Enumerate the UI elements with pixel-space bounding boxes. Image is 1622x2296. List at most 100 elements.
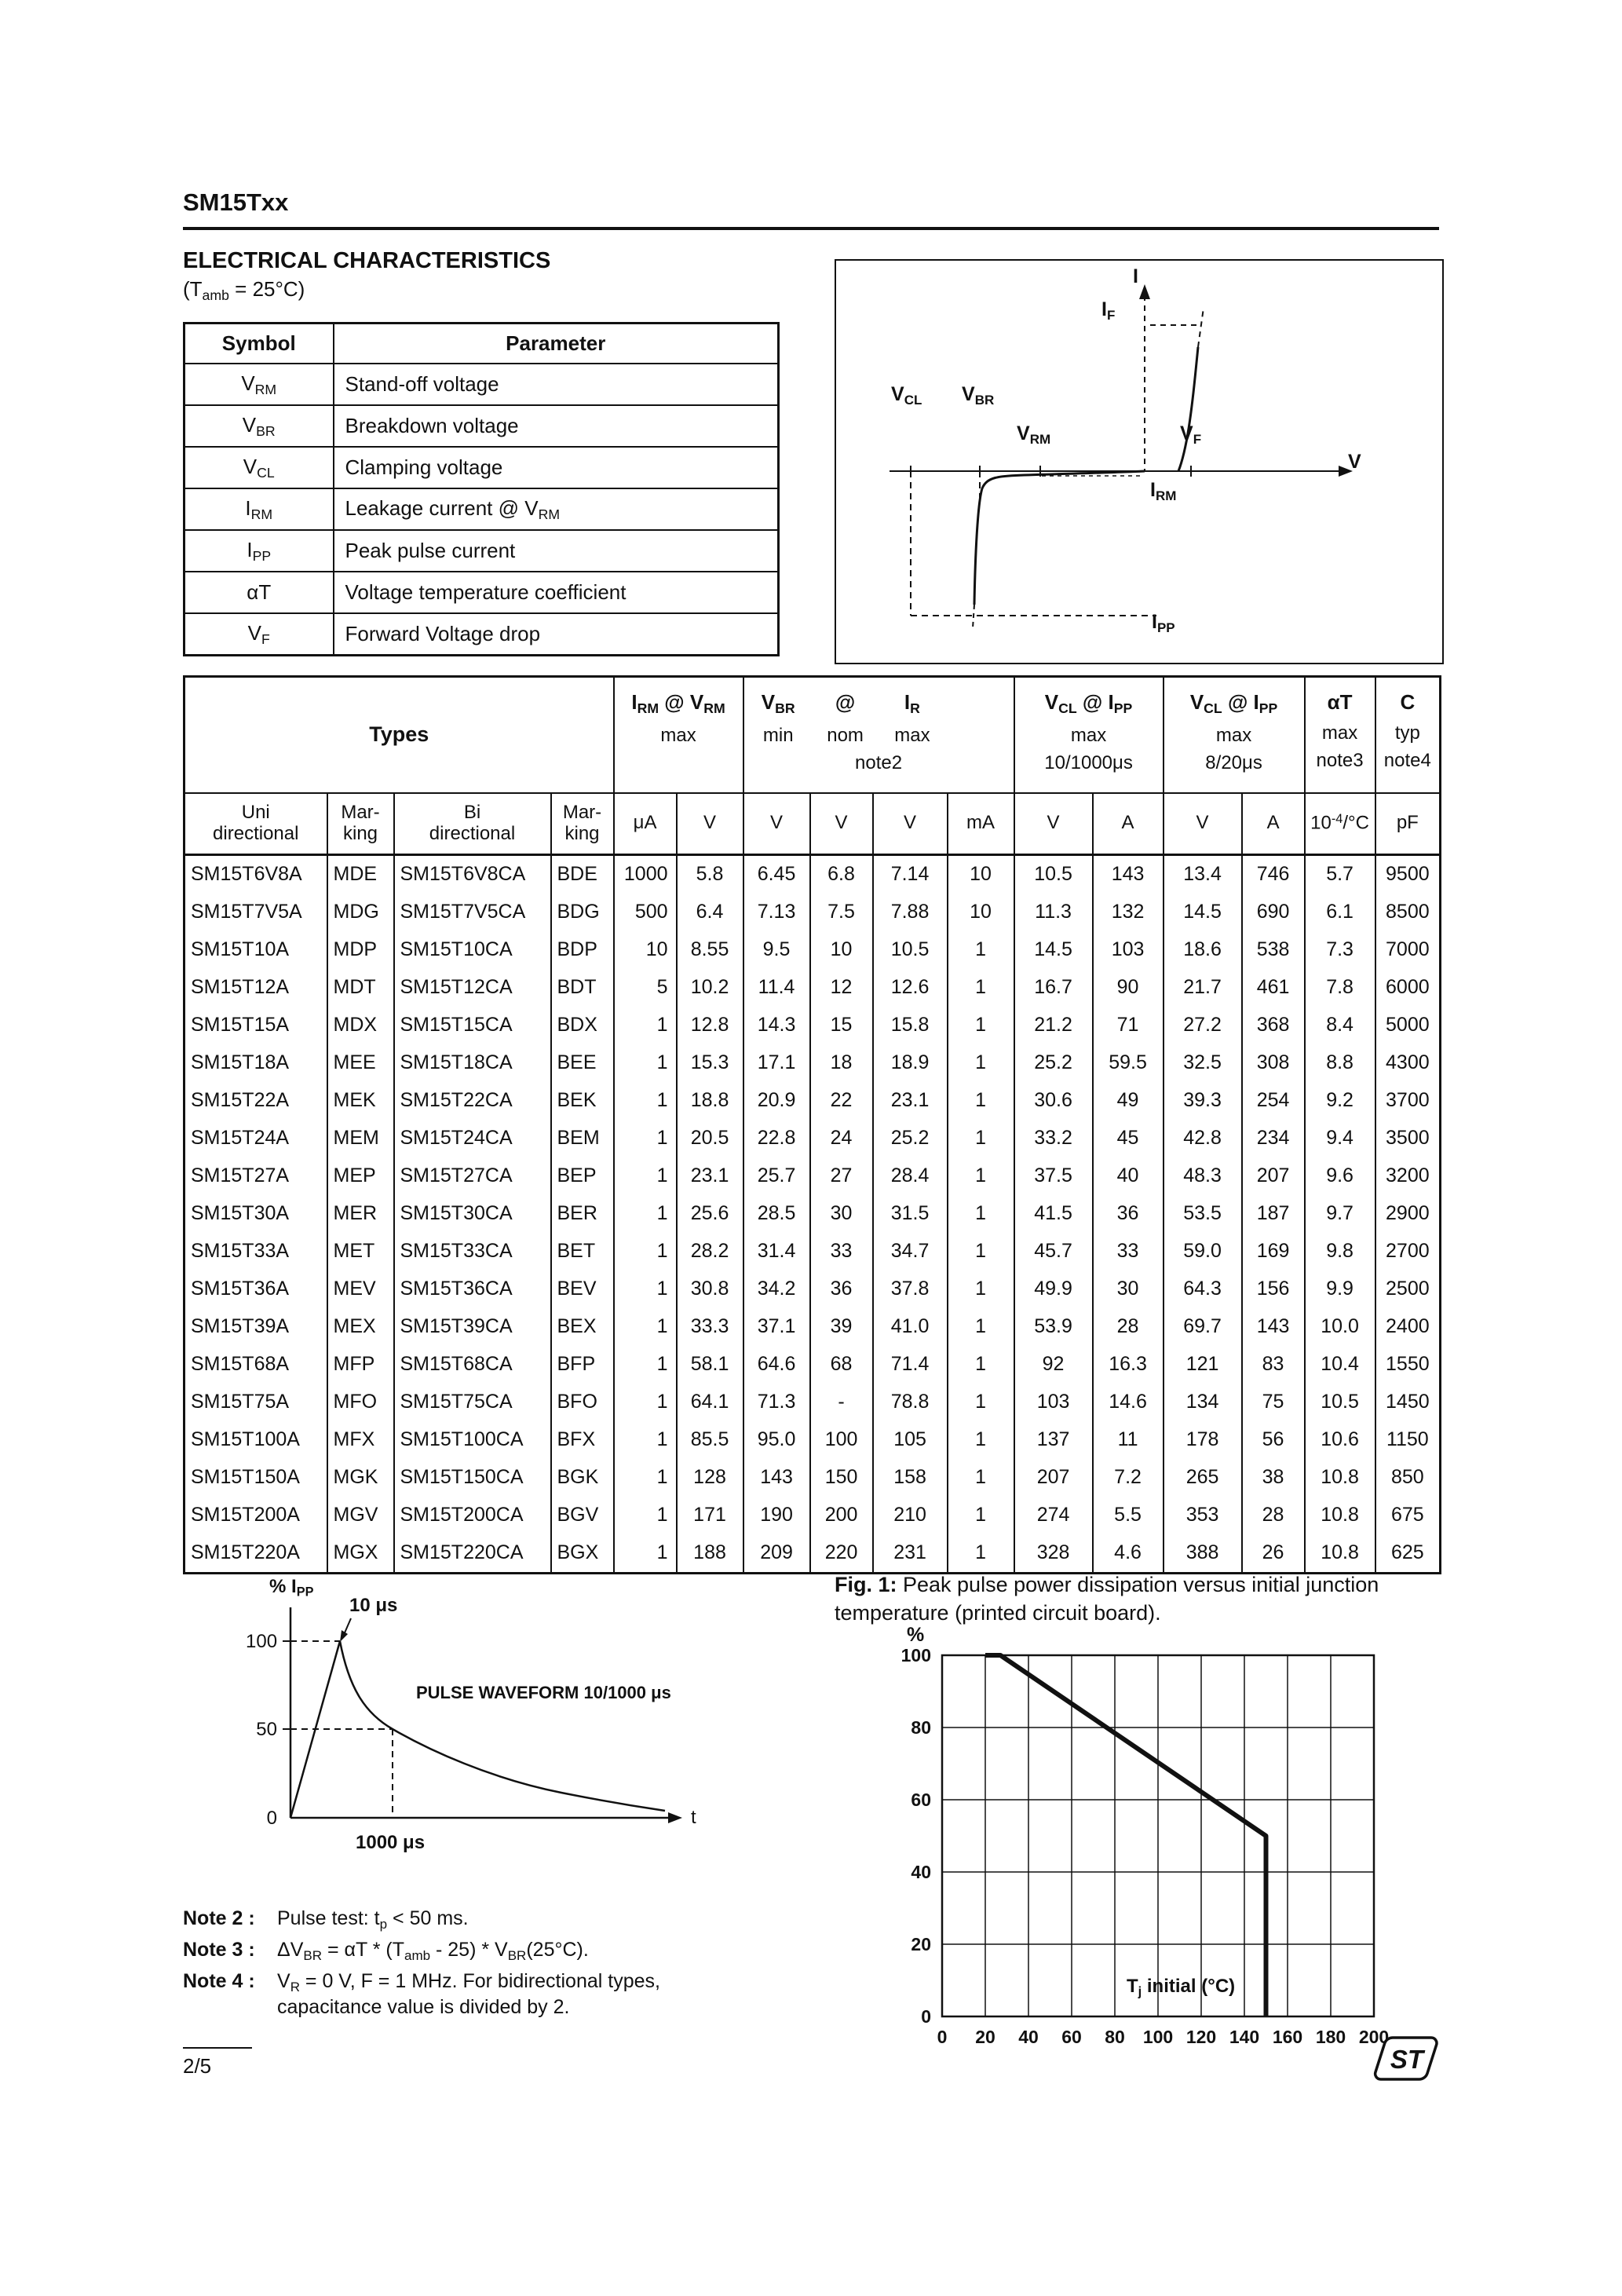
device-cell: BDE xyxy=(550,854,615,894)
device-cell: 1 xyxy=(612,1496,678,1534)
device-cell: 83 xyxy=(1240,1345,1306,1384)
device-cell: SM15T150CA xyxy=(393,1458,552,1497)
device-cell: 49 xyxy=(1091,1081,1164,1120)
device-cell: 143 xyxy=(1240,1307,1306,1346)
device-cell: 33 xyxy=(1091,1232,1164,1270)
device-cell: 10 xyxy=(612,930,678,969)
device-cell: MFO xyxy=(326,1383,395,1421)
reverse-curve xyxy=(973,470,1145,605)
device-cell: 7.88 xyxy=(871,893,948,931)
vcl8-max: max xyxy=(1215,724,1252,746)
device-cell: 5000 xyxy=(1374,1006,1441,1044)
device-cell: 187 xyxy=(1240,1194,1306,1233)
decay-time-label: 1000 μs xyxy=(356,1832,426,1853)
device-cell: 1 xyxy=(946,930,1015,969)
device-cell: 39 xyxy=(809,1307,874,1346)
device-cell: 220 xyxy=(809,1534,874,1573)
device-row: SM15T200A MGV SM15T200CA BGV 1 171 190 200 210 1 2… xyxy=(183,1496,1441,1534)
forward-curve-dashed xyxy=(1197,307,1204,348)
device-row: SM15T33A MET SM15T33CA BET 1 28.2 31.4 33 34.7 1 4… xyxy=(183,1232,1441,1270)
fig1-x-tick: 40 xyxy=(1018,2027,1039,2047)
device-cell: 31.5 xyxy=(871,1194,948,1233)
device-cell: MEX xyxy=(326,1307,395,1346)
symbol-cell: IPP xyxy=(183,529,334,572)
device-cell: 10.8 xyxy=(1303,1534,1376,1573)
device-cell: 3200 xyxy=(1374,1157,1441,1195)
device-cell: 18.6 xyxy=(1162,930,1243,969)
pulse-tick-0: 0 xyxy=(266,1808,277,1829)
device-cell: MDG xyxy=(326,893,395,931)
unit-header-cell: V xyxy=(1162,792,1243,856)
unit-header-cell: V xyxy=(742,792,811,856)
footer-rule xyxy=(183,2047,252,2049)
device-row: SM15T68A MFP SM15T68CA BFP 1 58.1 64.6 68 71.4 1 9… xyxy=(183,1345,1441,1384)
device-cell: 25.7 xyxy=(742,1157,811,1195)
symbol-cell: VF xyxy=(183,612,334,656)
ipp-label: IPP xyxy=(1152,611,1175,635)
fig1-caption: Fig. 1: Peak pulse power dissipation ver… xyxy=(835,1570,1455,1628)
device-cell: 28.4 xyxy=(871,1157,948,1195)
device-cell: 5.7 xyxy=(1303,854,1376,894)
device-cell: 28.2 xyxy=(675,1232,744,1270)
st-logo-svg: ST xyxy=(1373,2036,1438,2081)
device-cell: 64.6 xyxy=(742,1345,811,1384)
parameter-cell: Forward Voltage drop xyxy=(332,612,780,656)
fig1-y-tick: 40 xyxy=(911,1862,931,1882)
device-row: SM15T7V5A MDG SM15T7V5CA BDG 500 6.4 7.13 7.5 7.… xyxy=(183,893,1441,931)
device-cell: 7.13 xyxy=(742,893,811,931)
device-cell: BGV xyxy=(550,1496,615,1534)
device-cell: SM15T18A xyxy=(183,1044,328,1082)
device-cell: 5.8 xyxy=(675,854,744,894)
device-cell: SM15T200CA xyxy=(393,1496,552,1534)
device-cell: 6000 xyxy=(1374,968,1441,1007)
device-cell: 64.1 xyxy=(675,1383,744,1421)
pulse-tick-100: 100 xyxy=(246,1631,278,1652)
device-cell: 53.5 xyxy=(1162,1194,1243,1233)
parameter-cell: Clamping voltage xyxy=(332,446,780,489)
vbr-note: note2 xyxy=(855,751,903,773)
device-cell: 1 xyxy=(946,1044,1015,1082)
device-cell: SM15T7V5A xyxy=(183,893,328,931)
device-cell: BDT xyxy=(550,968,615,1007)
device-cell: SM15T75CA xyxy=(393,1383,552,1421)
device-cell: 9.4 xyxy=(1303,1119,1376,1157)
device-cell: SM15T75A xyxy=(183,1383,328,1421)
device-cell: 9.6 xyxy=(1303,1157,1376,1195)
device-cell: 103 xyxy=(1091,930,1164,969)
pulse-x-axis-arrow xyxy=(668,1812,682,1823)
note: Note 4 : VR = 0 V, F = 1 MHz. For bidirec… xyxy=(183,1969,811,2020)
device-cell: MDP xyxy=(326,930,395,969)
device-cell: 234 xyxy=(1240,1119,1306,1157)
device-cell: 1 xyxy=(946,1194,1015,1233)
device-cell: 9.8 xyxy=(1303,1232,1376,1270)
device-cell: 1 xyxy=(612,1420,678,1459)
device-cell: BEE xyxy=(550,1044,615,1082)
device-cell: 209 xyxy=(742,1534,811,1573)
device-cell: 38 xyxy=(1240,1458,1306,1497)
device-cell: SM15T27CA xyxy=(393,1157,552,1195)
vbr-min: min xyxy=(762,724,794,746)
symbol-cell: VBR xyxy=(183,404,334,448)
device-cell: SM15T100CA xyxy=(393,1420,552,1459)
device-cell: 5.5 xyxy=(1091,1496,1164,1534)
device-cell: 7.5 xyxy=(809,893,874,931)
fig1-plot-frame xyxy=(941,1654,1375,2018)
header-rule xyxy=(183,227,1439,230)
device-cell: SM15T100A xyxy=(183,1420,328,1459)
symbol-table-header-row: Symbol Parameter xyxy=(183,322,780,364)
device-cell: SM15T6V8CA xyxy=(393,854,552,894)
alpha-t-note: note3 xyxy=(1316,750,1364,771)
st-logo-shape xyxy=(1373,2036,1438,2081)
device-cell: SM15T220CA xyxy=(393,1534,552,1573)
device-cell: 11.4 xyxy=(742,968,811,1007)
device-cell: SM15T39A xyxy=(183,1307,328,1346)
device-cell: BGK xyxy=(550,1458,615,1497)
parameter-col-header: Parameter xyxy=(332,322,780,364)
device-cell: 1 xyxy=(612,1081,678,1120)
device-cell: 1450 xyxy=(1374,1383,1441,1421)
capacitance-note: note4 xyxy=(1383,750,1431,771)
device-cell: 15 xyxy=(809,1006,874,1044)
device-cell: MET xyxy=(326,1232,395,1270)
device-cell: 7.3 xyxy=(1303,930,1376,969)
